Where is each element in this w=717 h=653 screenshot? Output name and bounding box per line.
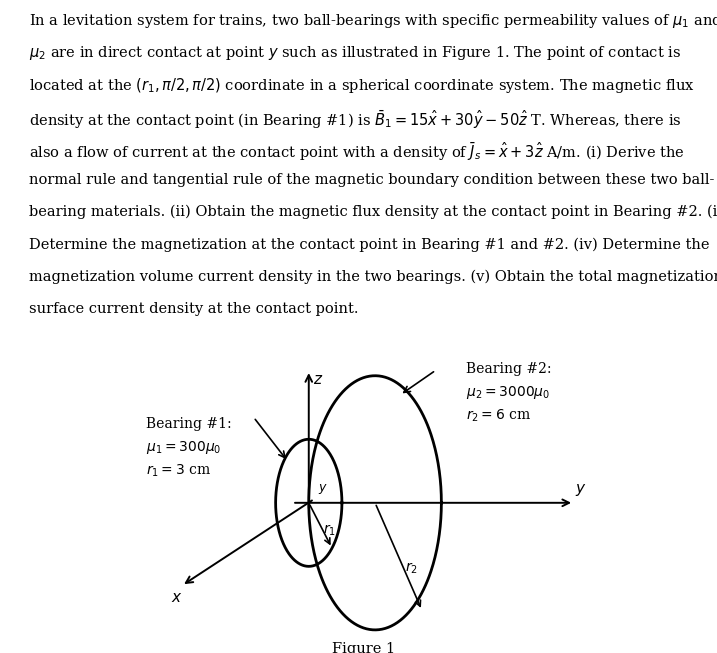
Text: also a flow of current at the contact point with a density of $\bar{J}_s = \hat{: also a flow of current at the contact po… [29, 141, 684, 163]
Text: $\mu_1 = 300\mu_0$: $\mu_1 = 300\mu_0$ [146, 439, 222, 456]
Text: $\mu_2 = 3000\mu_0$: $\mu_2 = 3000\mu_0$ [466, 384, 551, 401]
Text: $r_1$: $r_1$ [323, 522, 336, 537]
Text: located at the $(r_1, \pi/2, \pi/2)$ coordinate in a spherical coordinate system: located at the $(r_1, \pi/2, \pi/2)$ coo… [29, 76, 694, 95]
Text: Determine the magnetization at the contact point in Bearing #1 and #2. (iv) Dete: Determine the magnetization at the conta… [29, 237, 709, 251]
Text: $r_1 = 3$ cm: $r_1 = 3$ cm [146, 463, 211, 479]
Text: normal rule and tangential rule of the magnetic boundary condition between these: normal rule and tangential rule of the m… [29, 173, 714, 187]
Text: surface current density at the contact point.: surface current density at the contact p… [29, 302, 358, 315]
Text: density at the contact point (in Bearing #1) is $\bar{B}_1 = 15\hat{x} + 30\hat{: density at the contact point (in Bearing… [29, 108, 681, 131]
Text: $\mu_2$ are in direct contact at point $y$ such as illustrated in Figure 1. The : $\mu_2$ are in direct contact at point $… [29, 44, 681, 62]
Text: Figure 1: Figure 1 [333, 642, 396, 653]
Text: $z$: $z$ [313, 373, 323, 387]
Text: $r_2$: $r_2$ [406, 561, 419, 577]
Text: Bearing #1:: Bearing #1: [146, 417, 232, 431]
Text: Bearing #2:: Bearing #2: [466, 362, 552, 376]
Text: bearing materials. (ii) Obtain the magnetic flux density at the contact point in: bearing materials. (ii) Obtain the magne… [29, 205, 717, 219]
Text: magnetization volume current density in the two bearings. (v) Obtain the total m: magnetization volume current density in … [29, 270, 717, 284]
Text: In a levitation system for trains, two ball-bearings with specific permeability : In a levitation system for trains, two b… [29, 12, 717, 30]
Text: $x$: $x$ [171, 591, 182, 605]
Text: $r_2 = 6$ cm: $r_2 = 6$ cm [466, 407, 531, 424]
Text: $y$: $y$ [575, 483, 587, 498]
Text: $y$: $y$ [318, 482, 328, 496]
